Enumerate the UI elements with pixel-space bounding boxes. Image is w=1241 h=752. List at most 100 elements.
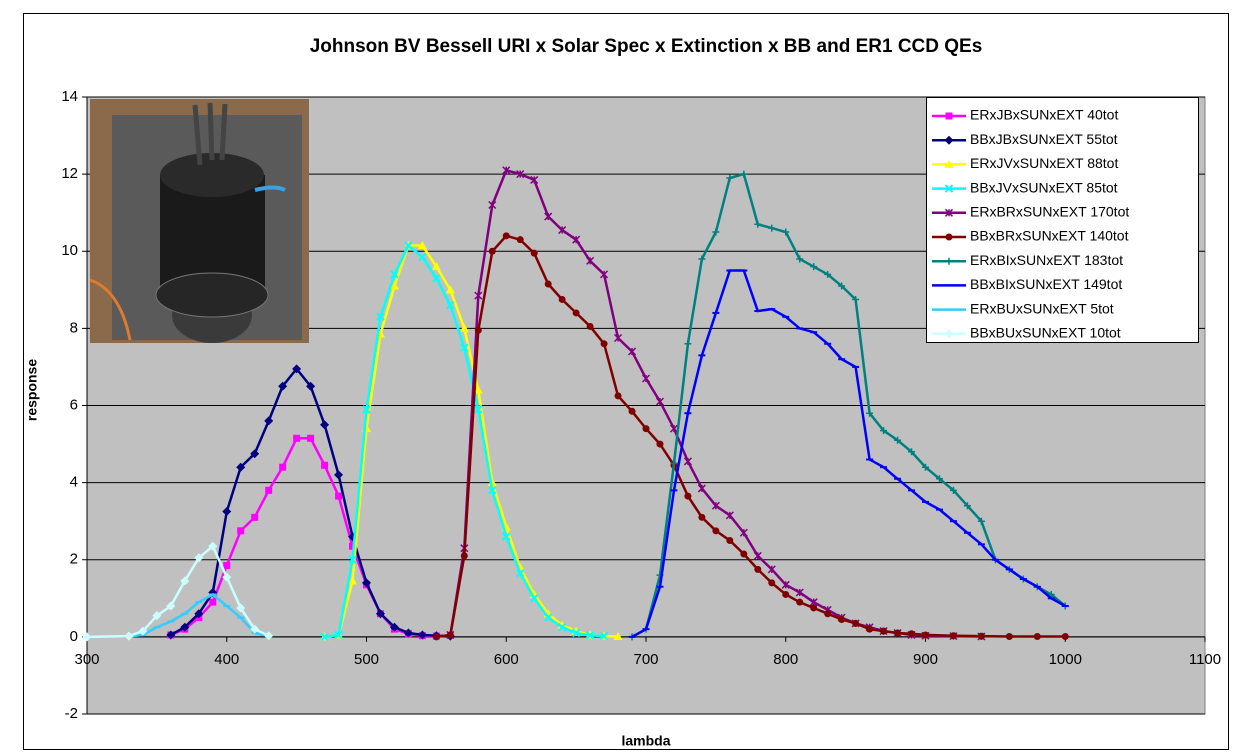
marker [307,434,315,442]
marker [530,175,539,184]
marker [488,200,497,210]
legend-label: ERxBUxSUNxEXT 5tot [970,300,1114,316]
marker [236,603,246,613]
marker [586,256,595,265]
marker [767,565,776,574]
marker [334,470,344,480]
marker [949,632,957,640]
marker [977,632,985,640]
marker [944,329,954,339]
marker [124,631,134,641]
y-tick-label: 12 [61,165,78,182]
marker [712,228,720,236]
marker [726,536,734,544]
marker [180,576,190,586]
marker [502,232,510,240]
marker [474,405,483,414]
marker [320,632,329,642]
inset-photo [89,99,309,343]
marker [810,263,818,271]
y-tick-label: 8 [70,319,78,336]
legend-label: ERxJVxSUNxEXT 88tot [970,155,1118,171]
marker [852,619,860,627]
legend-label: BBxBRxSUNxEXT 140tot [970,228,1129,244]
marker [390,270,399,279]
x-tick-label: 500 [354,651,379,668]
marker [641,374,651,383]
marker [945,112,953,120]
marker [768,224,776,232]
marker [418,252,427,262]
marker [502,532,511,541]
marker [236,462,246,472]
marker [82,632,92,642]
marker [417,630,427,640]
legend-label: BBxJBxSUNxEXT 55tot [970,131,1118,147]
x-tick-label: 700 [633,651,658,668]
marker [222,572,232,582]
marker [572,309,580,317]
marker [250,624,260,634]
marker [739,528,748,537]
marker [460,552,468,560]
marker [880,427,888,435]
marker [944,159,954,168]
marker [944,135,954,145]
marker [166,601,176,611]
series-layer [82,166,1069,642]
marker [293,434,301,442]
marker [944,184,954,193]
legend-label: BBxJVxSUNxEXT 85tot [970,179,1118,195]
marker [516,569,525,578]
marker [600,340,608,348]
marker [740,550,748,558]
marker [796,598,804,606]
marker [279,463,287,471]
marker [852,295,860,303]
marker [866,625,874,633]
y-tick-label: 0 [70,628,78,645]
marker [321,461,329,469]
legend-label: ERxBIxSUNxEXT 183tot [970,252,1123,268]
marker [529,594,539,603]
marker [446,631,454,639]
marker [544,280,552,288]
marker [627,347,637,356]
marker [949,486,957,494]
x-axis-label: lambda [621,733,670,749]
legend-label: BBxBUxSUNxEXT 10tot [970,325,1121,341]
marker [166,630,176,640]
legend [926,97,1199,343]
marker [656,440,664,448]
marker [628,407,636,415]
marker [264,416,274,426]
marker [446,301,455,310]
marker [362,578,371,588]
marker [740,170,748,178]
x-tick-label: 900 [913,651,938,668]
marker [754,220,762,228]
series [320,241,609,642]
marker [335,492,343,500]
marker [306,381,316,391]
marker [894,436,902,444]
marker [292,364,302,374]
marker [389,281,399,290]
marker [698,255,706,263]
marker [209,598,217,606]
marker [572,235,581,244]
marker [516,236,524,244]
marker [711,501,720,510]
marker [894,629,902,637]
y-tick-label: 2 [70,551,78,568]
marker [431,262,441,271]
legend-label: ERxJBxSUNxEXT 40tot [970,107,1118,123]
marker [194,609,204,619]
marker [1061,632,1069,640]
marker [278,381,288,391]
marker [880,627,888,635]
legend-entries: ERxJBxSUNxEXT 40tot BBxJBxSUNxEXT 55tot ER… [932,107,1129,341]
marker [138,626,148,636]
marker [824,270,832,278]
marker [614,333,623,343]
